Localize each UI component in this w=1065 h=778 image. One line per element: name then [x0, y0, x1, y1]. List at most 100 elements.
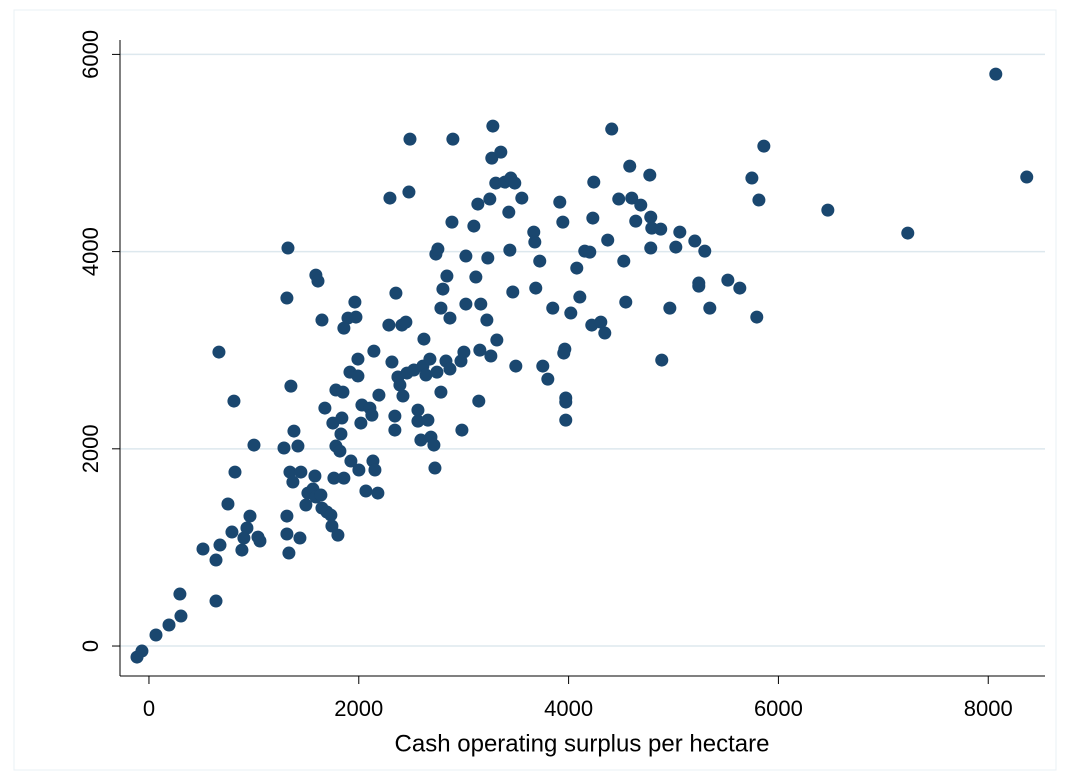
point [388, 409, 402, 423]
y-tick-label: 2000 [78, 424, 103, 473]
point [411, 414, 425, 428]
point [228, 465, 242, 479]
point [483, 192, 497, 206]
point [669, 240, 683, 254]
point [688, 234, 702, 248]
point [481, 251, 495, 265]
point [337, 321, 351, 335]
point [644, 241, 658, 255]
point [553, 195, 567, 209]
point [388, 423, 402, 437]
point [417, 332, 431, 346]
point [821, 203, 835, 217]
point [440, 269, 454, 283]
point [253, 534, 267, 548]
y-tick-label: 6000 [78, 30, 103, 79]
point [331, 528, 345, 542]
point [457, 345, 471, 359]
point [692, 279, 706, 293]
point [663, 301, 677, 315]
x-axis-label: Cash operating surplus per hectare [395, 730, 770, 757]
point [354, 416, 368, 430]
point [237, 531, 251, 545]
point [529, 281, 543, 295]
point [559, 395, 573, 409]
point [352, 463, 366, 477]
point [601, 233, 615, 247]
point [1020, 170, 1034, 184]
point [644, 210, 658, 224]
point [536, 359, 550, 373]
point [989, 67, 1003, 81]
point [280, 527, 294, 541]
point [598, 326, 612, 340]
point [469, 270, 483, 284]
point [643, 168, 657, 182]
point [745, 171, 759, 185]
point [240, 521, 254, 535]
point [281, 241, 295, 255]
point [359, 484, 373, 498]
point [605, 122, 619, 136]
point [428, 461, 442, 475]
point [196, 542, 210, 556]
point [291, 439, 305, 453]
point [382, 318, 396, 332]
point [334, 427, 348, 441]
x-tick-label: 2000 [334, 696, 383, 721]
point [515, 191, 529, 205]
point [757, 139, 771, 153]
point [473, 343, 487, 357]
point [623, 159, 637, 173]
point [280, 291, 294, 305]
point [403, 132, 417, 146]
point [324, 508, 338, 522]
point [283, 465, 297, 479]
point [490, 333, 504, 347]
point [385, 355, 399, 369]
point [383, 191, 397, 205]
point [371, 486, 385, 500]
point [750, 310, 764, 324]
point [434, 301, 448, 315]
point [673, 225, 687, 239]
point [474, 297, 488, 311]
point [559, 413, 573, 427]
point [308, 469, 322, 483]
point [344, 454, 358, 468]
point [480, 313, 494, 327]
point [901, 226, 915, 240]
point [583, 245, 597, 259]
point [533, 254, 547, 268]
y-tick-label: 0 [78, 640, 103, 652]
point [389, 286, 403, 300]
point [698, 244, 712, 258]
point [625, 191, 639, 205]
point [162, 618, 176, 632]
point [209, 594, 223, 608]
point [337, 471, 351, 485]
x-tick-label: 6000 [754, 696, 803, 721]
point [586, 211, 600, 225]
point [443, 362, 457, 376]
point [335, 411, 349, 425]
point [277, 441, 291, 455]
point [509, 359, 523, 373]
point [174, 609, 188, 623]
point [594, 315, 608, 329]
point [411, 403, 425, 417]
point [541, 372, 555, 386]
point [528, 235, 542, 249]
x-tick-label: 4000 [544, 696, 593, 721]
point [423, 352, 437, 366]
point [235, 543, 249, 557]
point [573, 290, 587, 304]
point [427, 438, 441, 452]
point [227, 394, 241, 408]
point [293, 531, 307, 545]
point [311, 274, 325, 288]
point [284, 379, 298, 393]
point [351, 352, 365, 366]
y-tick-label: 4000 [78, 227, 103, 276]
point [467, 219, 481, 233]
